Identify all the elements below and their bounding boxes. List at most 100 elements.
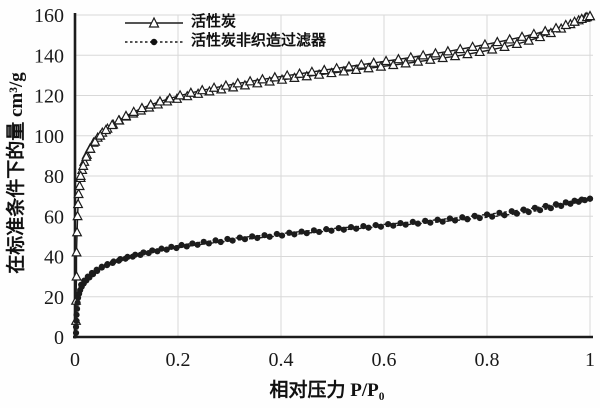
marker-filled-circle [158, 245, 165, 252]
y-tick-label: 140 [34, 45, 64, 67]
y-tick-label: 40 [44, 247, 64, 269]
marker-open-triangle [120, 110, 132, 121]
marker-filled-circle [149, 247, 156, 254]
marker-open-triangle [73, 188, 84, 199]
marker-filled-circle [249, 233, 256, 240]
marker-open-triangle [474, 46, 486, 57]
marker-filled-circle [558, 202, 565, 210]
marker-filled-circle [525, 208, 532, 216]
marker-filled-circle [229, 237, 236, 244]
marker-filled-circle [402, 221, 409, 228]
marker-open-triangle [72, 198, 84, 209]
marker-filled-circle [542, 202, 549, 210]
marker-filled-circle [547, 205, 554, 212]
marker-open-triangle [145, 98, 157, 109]
marker-open-triangle [94, 129, 106, 140]
x-tick-label: 0.4 [269, 349, 294, 371]
marker-open-triangle [539, 25, 551, 36]
marker-open-triangle [454, 43, 466, 54]
marker-filled-circle [266, 233, 273, 240]
marker-open-triangle [71, 226, 83, 237]
legend-sample-dashed-circle-icon [125, 38, 183, 45]
marker-open-triangle [584, 10, 596, 21]
marker-filled-circle [173, 244, 180, 252]
marker-filled-circle [163, 246, 170, 253]
legend-label-nonwoven-filter: 活性炭非织造过滤器 [191, 33, 327, 49]
y-tick-label: 80 [44, 166, 64, 188]
marker-filled-circle [286, 229, 293, 236]
marker-filled-circle [261, 232, 268, 239]
marker-open-triangle [313, 68, 325, 79]
y-tick-label: 60 [44, 206, 64, 228]
marker-filled-circle [241, 236, 249, 243]
marker-open-triangle [232, 77, 244, 88]
marker-filled-circle [93, 266, 100, 273]
marker-open-triangle [326, 67, 337, 78]
marker-open-triangle [430, 47, 441, 58]
marker-filled-circle [194, 241, 201, 248]
marker-filled-circle [422, 217, 429, 224]
marker-open-triangle [72, 210, 83, 221]
series-line-activated-carbon-adsorption [75, 15, 591, 321]
marker-filled-circle [273, 230, 280, 238]
legend: 活性炭 活性炭非织造过滤器 [124, 13, 326, 51]
marker-open-triangle [106, 119, 118, 130]
marker-filled-circle [372, 222, 379, 229]
marker-filled-circle [104, 261, 111, 268]
marker-open-triangle [380, 55, 392, 66]
marker-filled-circle [73, 305, 81, 312]
marker-filled-circle [434, 216, 441, 223]
marker-filled-circle [254, 234, 261, 242]
marker-filled-circle [536, 207, 544, 214]
marker-filled-circle [459, 214, 466, 221]
marker-filled-circle [414, 220, 422, 227]
marker-filled-circle [117, 256, 124, 263]
marker-open-triangle [71, 246, 82, 257]
marker-filled-circle [520, 206, 527, 213]
marker-filled-circle [205, 240, 212, 247]
marker-filled-circle [377, 223, 385, 230]
marker-open-triangle [136, 102, 148, 113]
marker-open-triangle [85, 142, 96, 153]
marker-open-triangle [81, 151, 92, 161]
y-axis-title: 在标准条件下的量 cm³/g [6, 72, 27, 274]
marker-filled-circle [74, 299, 81, 306]
marker-filled-circle [571, 197, 578, 204]
marker-filled-circle [236, 234, 243, 241]
marker-filled-circle [427, 219, 434, 226]
y-tick-label: 0 [54, 327, 64, 349]
marker-open-triangle [405, 51, 417, 62]
marker-filled-circle [501, 212, 508, 219]
marker-open-triangle [128, 106, 140, 117]
marker-filled-circle [397, 219, 404, 227]
marker-filled-circle [513, 210, 520, 217]
marker-open-triangle [331, 62, 342, 73]
marker-filled-circle [72, 323, 80, 331]
marker-filled-circle [476, 214, 483, 222]
marker-filled-circle [409, 218, 416, 225]
marker-filled-circle [483, 211, 491, 218]
y-tick-label: 160 [34, 5, 64, 27]
marker-open-triangle [356, 58, 367, 69]
marker-filled-circle [132, 251, 139, 258]
marker-filled-circle [310, 227, 318, 234]
marker-open-triangle [269, 71, 281, 82]
marker-filled-circle [471, 212, 478, 219]
marker-open-triangle [368, 57, 380, 67]
x-axis-title: 相对压力 P/P₀ [269, 380, 385, 401]
marker-filled-circle [489, 213, 496, 220]
marker-open-triangle [294, 67, 305, 78]
marker-filled-circle [98, 263, 105, 270]
marker-open-triangle [467, 41, 478, 51]
marker-filled-circle [340, 226, 347, 233]
x-tick-label: 0 [70, 349, 80, 371]
marker-open-triangle [89, 135, 101, 146]
marker-open-triangle [196, 84, 208, 95]
marker-filled-circle [291, 231, 298, 238]
marker-open-triangle [174, 89, 186, 100]
marker-filled-circle [73, 311, 80, 318]
marker-open-triangle [74, 180, 85, 191]
marker-filled-circle [335, 225, 342, 232]
marker-filled-circle [562, 199, 569, 206]
marker-filled-circle [531, 204, 538, 211]
